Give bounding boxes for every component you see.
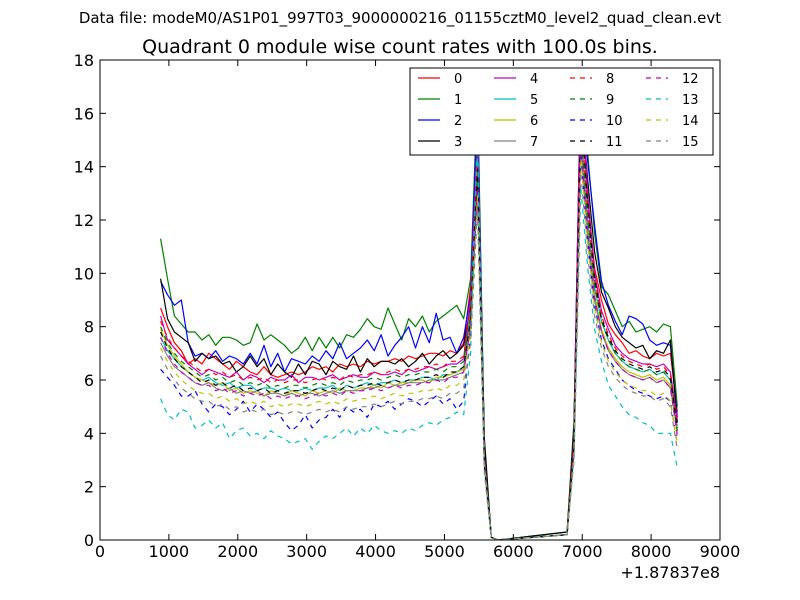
series-line-12 (160, 142, 678, 540)
y-tick-label: 12 (74, 211, 94, 230)
legend-label-8: 8 (606, 72, 614, 87)
legend-label-12: 12 (682, 72, 699, 87)
x-tick-label: 2000 (217, 542, 258, 561)
x-tick-label: 8000 (631, 542, 672, 561)
x-tick-label: 7000 (562, 542, 603, 561)
series-layer (160, 67, 678, 540)
series-line-8 (160, 118, 678, 540)
legend-label-1: 1 (454, 93, 462, 108)
legend-label-2: 2 (454, 114, 462, 129)
x-tick-label: 5000 (424, 542, 465, 561)
y-tick-label: 10 (74, 264, 94, 283)
legend-label-10: 10 (606, 114, 623, 129)
legend-label-11: 11 (606, 135, 623, 150)
legend-frame (409, 67, 714, 156)
y-tick-label: 16 (74, 104, 94, 123)
y-tick-label: 6 (84, 371, 94, 390)
y-tick-label: 18 (74, 51, 94, 70)
y-tick-label: 8 (84, 318, 94, 337)
legend-label-3: 3 (454, 135, 462, 150)
plot-frame (99, 59, 721, 541)
y-tick-label: 2 (84, 478, 94, 497)
y-tick-label: 4 (84, 424, 94, 443)
data-file-header: Data file: modeM0/AS1P01_997T03_90000002… (78, 9, 722, 27)
x-tick-label: 4000 (355, 542, 396, 561)
series-line-4 (160, 67, 678, 540)
series-line-11 (160, 107, 678, 540)
series-line-13 (160, 128, 678, 540)
x-tick-label: 1000 (149, 542, 190, 561)
series-line-15 (160, 171, 678, 540)
legend-label-15: 15 (682, 135, 699, 150)
series-line-14 (160, 158, 678, 540)
legend-label-0: 0 (454, 72, 462, 87)
chart-title: Quadrant 0 module wise count rates with … (142, 36, 658, 58)
legend-label-13: 13 (682, 93, 699, 108)
legend-label-4: 4 (530, 72, 538, 87)
legend-label-7: 7 (530, 135, 538, 150)
series-line-9 (160, 131, 678, 540)
x-tick-label: 3000 (286, 542, 327, 561)
y-tick-label: 14 (74, 158, 94, 177)
x-tick-label: 0 (95, 542, 105, 561)
legend-label-5: 5 (530, 93, 538, 108)
y-tick-label: 0 (84, 531, 94, 550)
legend-label-9: 9 (606, 93, 614, 108)
series-line-1 (160, 78, 678, 540)
legend-label-6: 6 (530, 114, 538, 129)
x-tick-label: 6000 (493, 542, 534, 561)
legend-label-14: 14 (682, 114, 699, 129)
series-line-2 (160, 70, 678, 540)
x-offset-label: +1.87837e8 (620, 563, 720, 582)
x-tick-label: 9000 (700, 542, 741, 561)
ticks-layer: 0 1000 2000 3000 4000 5000 6000 7000 8000 9000 0 2 4… (74, 51, 741, 561)
